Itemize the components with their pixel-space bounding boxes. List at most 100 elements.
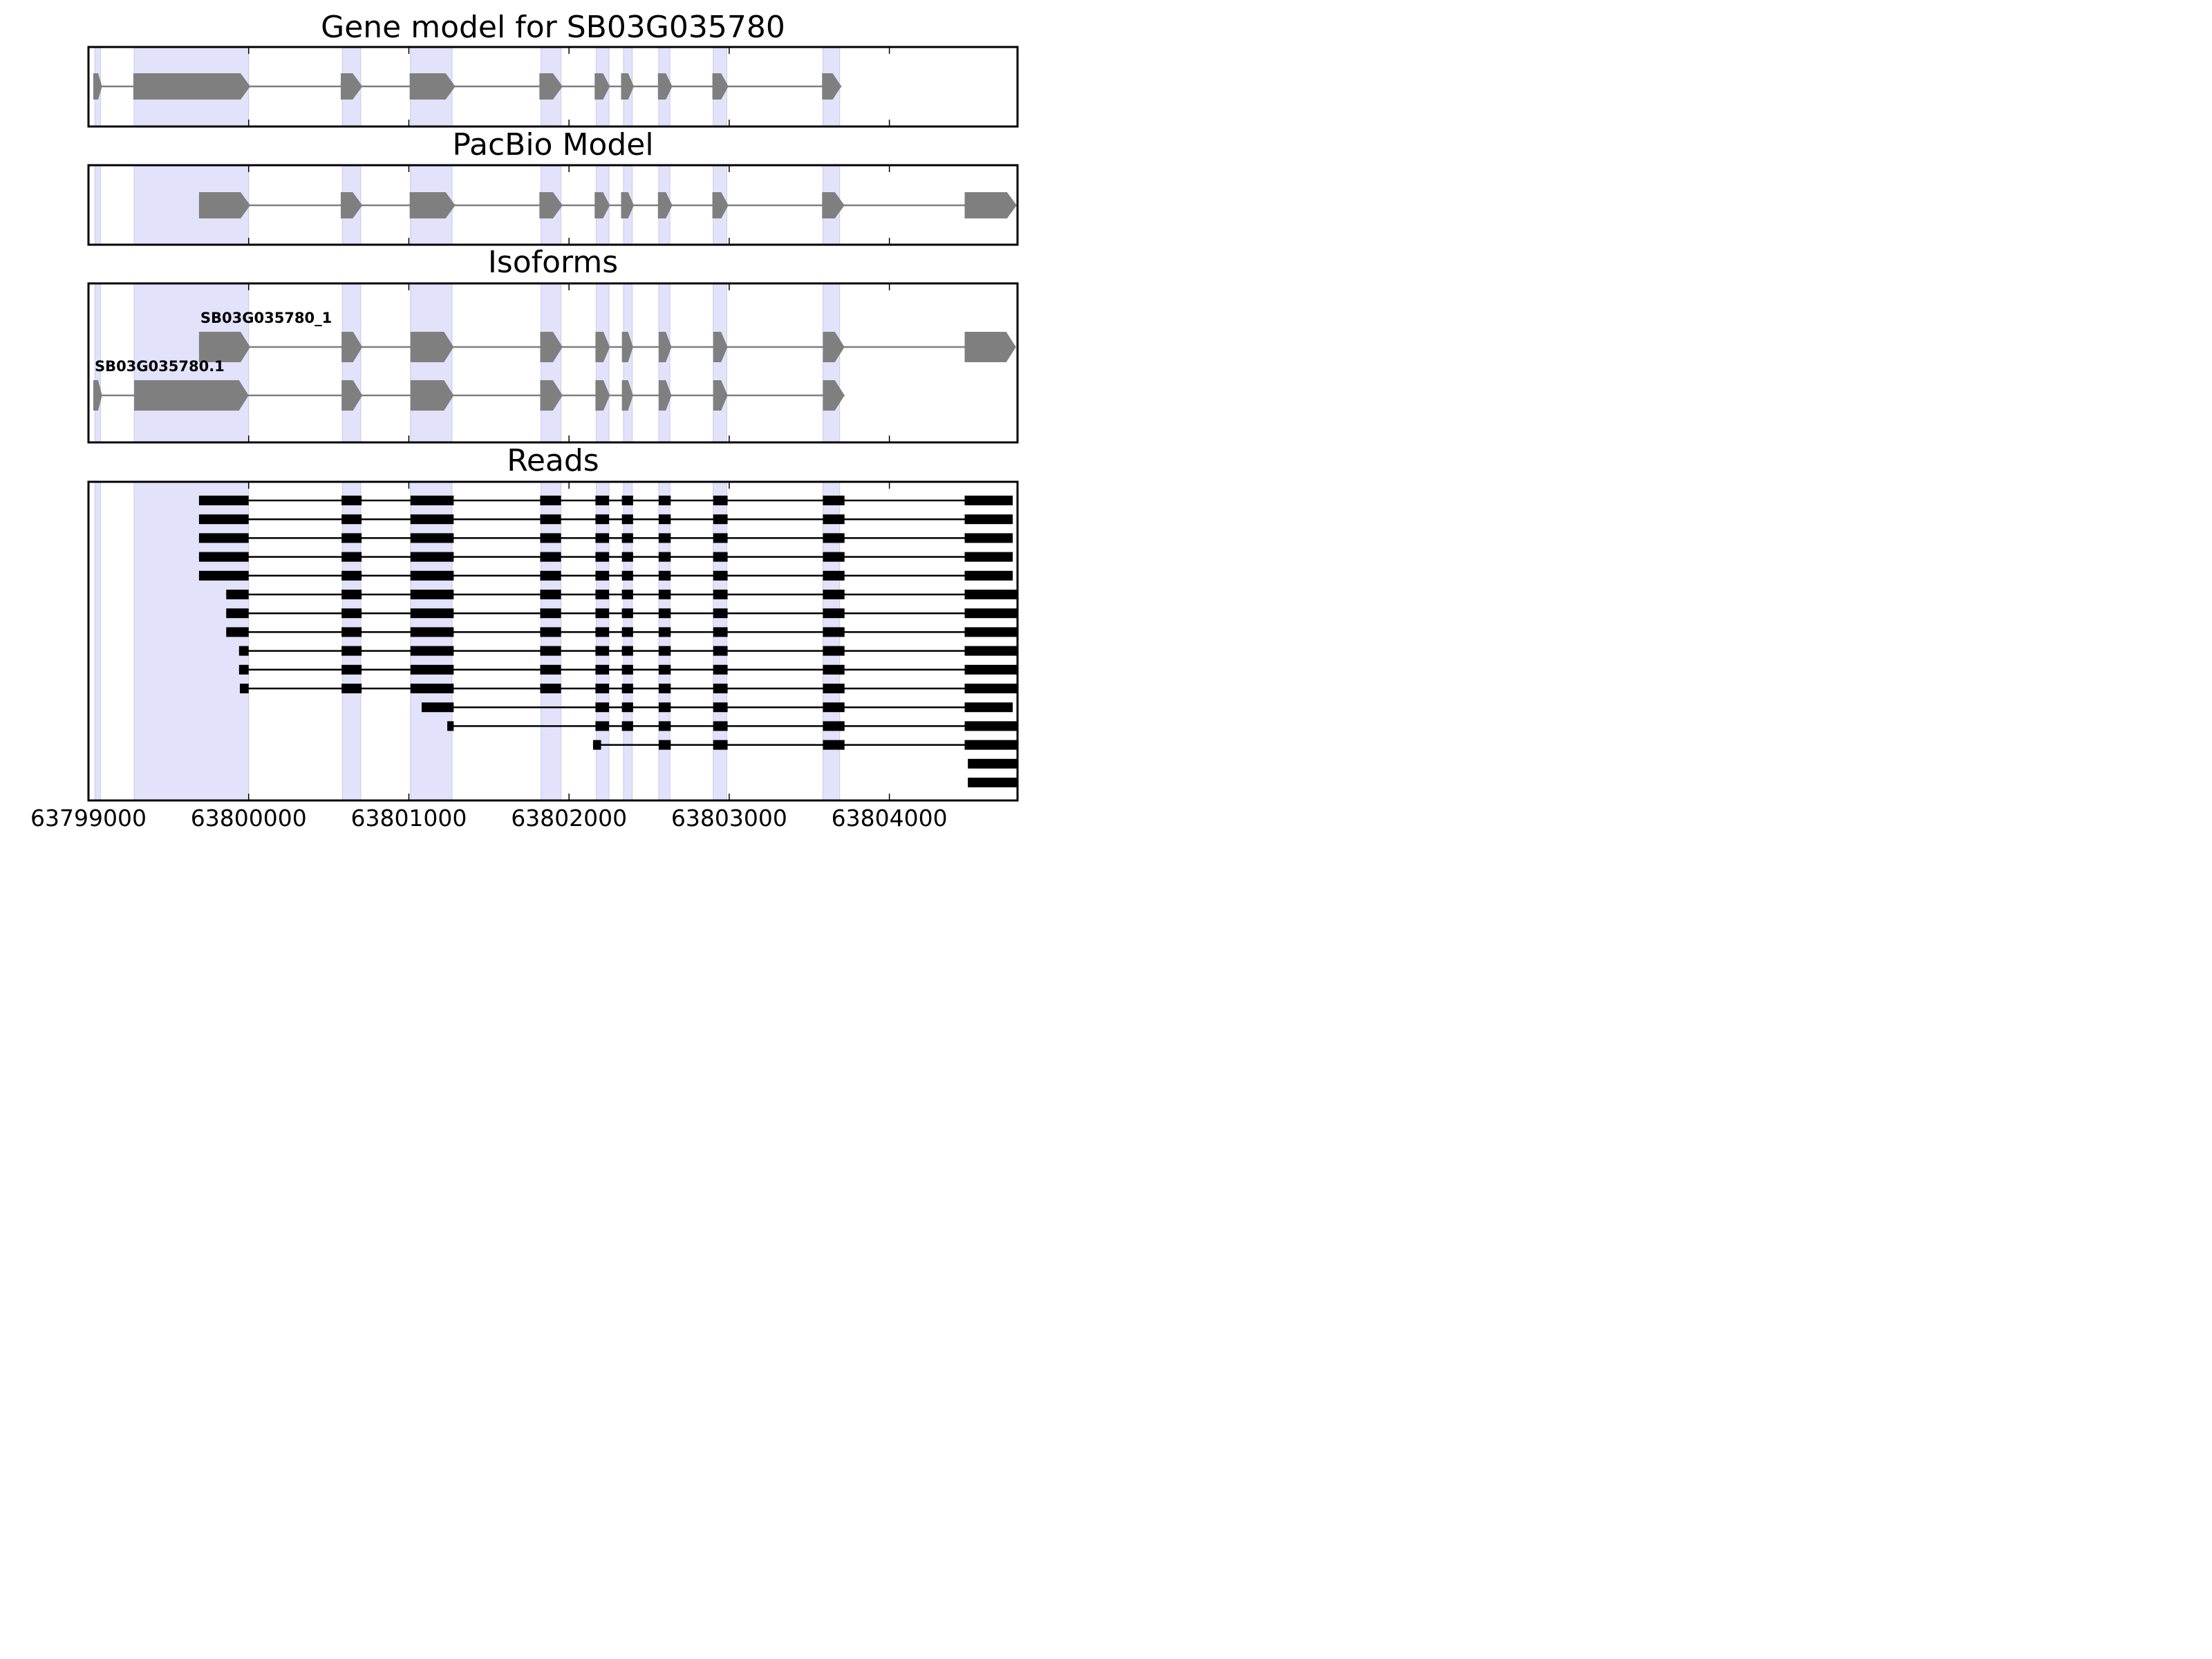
read-5-block-6 xyxy=(713,590,728,599)
read-1-first-block xyxy=(198,514,249,525)
read-8-first-block xyxy=(238,646,249,656)
read-5-block-0 xyxy=(341,590,362,599)
read-0-last-block xyxy=(964,496,1013,505)
read-1-block-6 xyxy=(713,514,728,525)
pacbio-model-exon-4 xyxy=(594,192,610,218)
read-7-first-block xyxy=(226,627,249,637)
read-1-block-1 xyxy=(410,514,454,525)
read-6-block-6 xyxy=(713,608,728,619)
read-7-block-0 xyxy=(341,627,362,637)
isoform-0-exon-0 xyxy=(198,332,251,362)
pacbio-model-exon-0 xyxy=(198,192,251,218)
read-13-block-7 xyxy=(823,740,845,750)
panel-title-pacbio-model: PacBio Model xyxy=(452,127,653,162)
read-0-first-block xyxy=(198,496,249,505)
x-tick-label-0: 63799000 xyxy=(30,805,147,830)
read-15 xyxy=(968,778,1018,787)
read-4-block-5 xyxy=(658,570,671,581)
read-11-block-6 xyxy=(713,702,728,713)
pacbio-model-exon-2 xyxy=(409,192,456,218)
read-2 xyxy=(198,533,1013,543)
read-7-block-1 xyxy=(410,627,454,637)
read-0-block-7 xyxy=(823,496,845,505)
read-8-last-block xyxy=(964,646,1018,656)
read-10-block-4 xyxy=(621,684,633,693)
isoform-label-1: SB03G035780.1 xyxy=(95,358,225,375)
read-15-last-block xyxy=(968,778,1018,787)
read-9 xyxy=(238,664,1018,675)
read-10-last-block xyxy=(964,684,1018,693)
read-7-block-7 xyxy=(823,627,845,637)
read-6-last-block xyxy=(964,608,1018,619)
isoform-0-exon-2 xyxy=(410,332,454,362)
read-0-block-5 xyxy=(658,496,671,505)
read-1-block-2 xyxy=(540,514,561,525)
gene-model-panel xyxy=(87,46,1019,128)
gene-model-exon-8 xyxy=(712,73,729,100)
isoform-1-exon-6 xyxy=(621,380,633,411)
read-8-block-2 xyxy=(540,646,561,656)
read-9-first-block xyxy=(238,664,249,675)
isoform-0-exon-8 xyxy=(823,332,845,362)
read-5-block-4 xyxy=(621,590,633,599)
read-8 xyxy=(238,646,1018,656)
reads-panel xyxy=(87,480,1019,802)
read-2-block-0 xyxy=(341,533,362,543)
exon-band-6 xyxy=(623,481,633,801)
read-8-block-7 xyxy=(823,646,845,656)
read-4-block-3 xyxy=(595,570,610,581)
read-3-block-2 xyxy=(540,552,561,562)
exon-band-2 xyxy=(341,283,362,443)
read-12-block-6 xyxy=(713,721,728,731)
read-4-block-6 xyxy=(713,570,728,581)
read-5-block-2 xyxy=(540,590,561,599)
gene-model-exon-6 xyxy=(621,73,635,100)
read-3-block-5 xyxy=(658,552,671,562)
gene-model-exon-0 xyxy=(93,73,102,100)
read-5-block-3 xyxy=(595,590,610,599)
read-11-block-7 xyxy=(823,702,845,713)
read-6-block-5 xyxy=(658,608,671,619)
exon-band-9 xyxy=(822,481,841,801)
panel-title-gene-model: Gene model for SB03G035780 xyxy=(321,10,785,45)
read-6-block-3 xyxy=(595,608,610,619)
read-7-last-block xyxy=(964,627,1018,637)
gene-model-exon-4 xyxy=(539,73,563,100)
isoform-1-exon-1 xyxy=(134,380,249,411)
read-11-block-5 xyxy=(658,702,671,713)
read-5-block-1 xyxy=(410,590,454,599)
read-9-block-2 xyxy=(540,664,561,675)
read-1-block-4 xyxy=(621,514,633,525)
exon-band-4 xyxy=(541,283,562,443)
read-1-last-block xyxy=(964,514,1013,525)
read-10-block-1 xyxy=(410,684,454,693)
read-9-last-block xyxy=(964,664,1018,675)
read-10-block-5 xyxy=(658,684,671,693)
read-14-last-block xyxy=(968,758,1018,769)
read-13-block-5 xyxy=(658,740,671,750)
pacbio-model-exon-8 xyxy=(822,192,845,218)
isoform-1-exon-4 xyxy=(540,380,563,411)
exon-band-2 xyxy=(341,481,362,801)
read-11-last-block xyxy=(964,702,1013,713)
read-8-block-4 xyxy=(621,646,633,656)
read-9-block-3 xyxy=(595,664,610,675)
isoform-1-exon-2 xyxy=(341,380,363,411)
read-5-last-block xyxy=(964,590,1018,599)
read-3-block-6 xyxy=(713,552,728,562)
read-1-block-7 xyxy=(823,514,845,525)
exon-band-3 xyxy=(410,481,453,801)
panel-frame xyxy=(87,480,1019,802)
read-2-block-7 xyxy=(823,533,845,543)
isoform-0-exon-9 xyxy=(964,332,1016,362)
read-13-block-6 xyxy=(713,740,728,750)
read-11 xyxy=(421,702,1013,713)
read-8-block-0 xyxy=(341,646,362,656)
read-0-block-3 xyxy=(595,496,610,505)
isoform-0-exon-3 xyxy=(540,332,563,362)
read-4-block-4 xyxy=(621,570,633,581)
read-12-block-5 xyxy=(658,721,671,731)
isoform-1-exon-7 xyxy=(658,380,672,411)
isoform-1-exon-8 xyxy=(713,380,728,411)
read-2-block-1 xyxy=(410,533,454,543)
